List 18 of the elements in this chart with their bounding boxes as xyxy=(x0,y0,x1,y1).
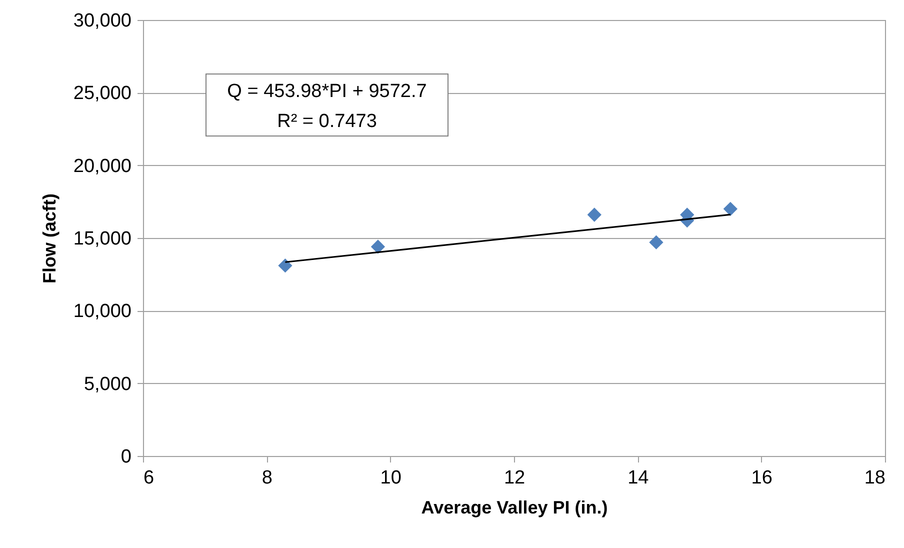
y-axis-title: Flow (acft) xyxy=(39,194,60,284)
y-tick-label: 30,000 xyxy=(73,10,132,32)
y-tick-label: 25,000 xyxy=(73,83,132,104)
annotation: R² = 0.7473 xyxy=(277,111,377,132)
x-tick-label: 10 xyxy=(380,468,402,488)
annotation: Q = 453.98*PI + 9572.7 xyxy=(227,81,427,102)
x-tick-label: 14 xyxy=(628,468,650,488)
x-tick-label: 8 xyxy=(262,468,272,488)
x-axis-title: Average Valley PI (in.) xyxy=(421,498,608,518)
y-tick-label: 15,000 xyxy=(73,228,132,250)
y-tick-label: 0 xyxy=(120,446,132,468)
y-tick-label: 5,000 xyxy=(84,374,132,395)
y-tick-label: 10,000 xyxy=(73,301,132,322)
x-tick-label: 6 xyxy=(144,468,154,488)
x-tick-label: 12 xyxy=(504,468,526,488)
x-tick-label: 16 xyxy=(751,468,772,488)
y-tick-label: 20,000 xyxy=(73,156,132,177)
x-tick-label: 18 xyxy=(864,468,886,488)
